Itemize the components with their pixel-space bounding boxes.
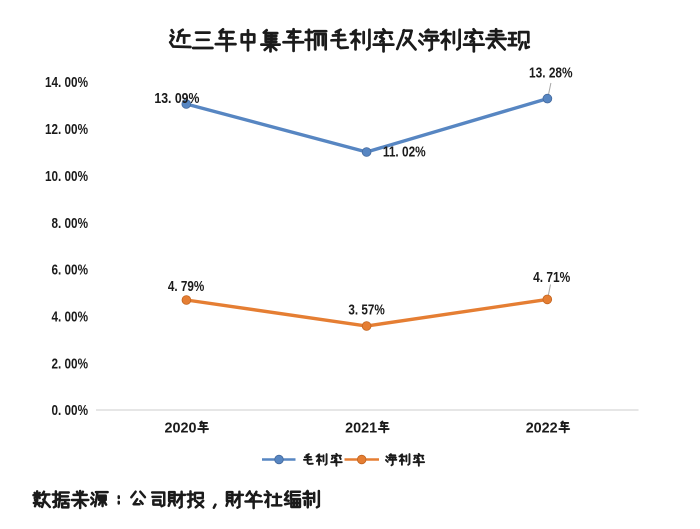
svg-text:13. 28%: 13. 28% — [529, 65, 573, 82]
svg-text:4. 71%: 4. 71% — [533, 269, 570, 286]
svg-text:12. 00%: 12. 00% — [45, 121, 88, 138]
svg-text:4. 00%: 4. 00% — [52, 309, 89, 326]
svg-text:2021: 2021 — [345, 420, 377, 437]
svg-text:3. 57%: 3. 57% — [348, 302, 384, 319]
svg-text:2. 00%: 2. 00% — [52, 355, 89, 372]
svg-text:2022: 2022 — [526, 420, 558, 437]
svg-text:10. 00%: 10. 00% — [45, 168, 88, 185]
svg-text:11. 02%: 11. 02% — [383, 144, 426, 161]
svg-text:0. 00%: 0. 00% — [52, 402, 89, 419]
svg-text:6. 00%: 6. 00% — [52, 262, 89, 279]
svg-text:2020: 2020 — [165, 420, 197, 437]
svg-text:4. 79%: 4. 79% — [168, 278, 204, 295]
svg-text:8. 00%: 8. 00% — [52, 215, 89, 232]
svg-text:13. 09%: 13. 09% — [154, 90, 199, 107]
svg-text:14. 00%: 14. 00% — [45, 74, 88, 91]
